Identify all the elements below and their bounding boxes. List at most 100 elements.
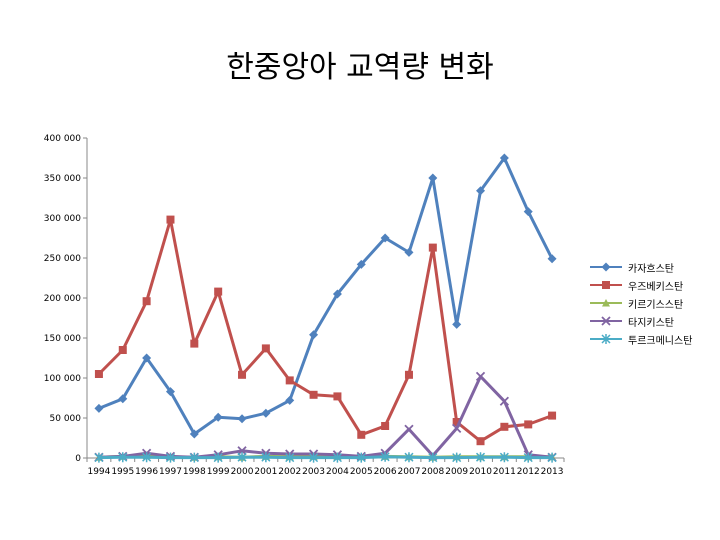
series-line (97, 218, 553, 443)
x-tick-label: 2001 (254, 467, 277, 477)
legend-item: 타지키스탄 (588, 312, 720, 330)
data-point (309, 330, 319, 340)
x-tick-label: 2003 (302, 467, 325, 477)
series-1 (94, 153, 557, 439)
y-tick-label: 50 000 (50, 414, 82, 424)
data-point (165, 387, 175, 397)
x-tick-label: 2006 (374, 467, 397, 477)
legend-label: 타지키스탄 (628, 317, 674, 329)
data-point (499, 452, 509, 463)
legend-swatch (590, 262, 622, 272)
x-tick-label: 2008 (421, 467, 444, 477)
data-point (142, 452, 152, 463)
x-tick-label: 1996 (135, 467, 158, 477)
data-point (237, 452, 247, 463)
x-tick-label: 1994 (87, 467, 110, 477)
data-point (547, 254, 557, 264)
data-point (499, 153, 509, 163)
x-tick-label: 2010 (469, 467, 492, 477)
y-tick-label: 250 000 (44, 254, 81, 264)
data-point (94, 403, 104, 413)
data-point (380, 233, 390, 243)
chart-title: 한중앙아 교역량 변화 (226, 50, 494, 85)
series-layer (94, 153, 557, 463)
data-point (189, 452, 199, 463)
x-tick-label: 2013 (541, 467, 564, 477)
series-4 (94, 371, 557, 462)
data-point (261, 344, 270, 353)
y-tick-label: 200 000 (44, 294, 81, 304)
data-point (475, 371, 486, 382)
data-point (547, 452, 557, 463)
data-point (381, 422, 390, 430)
data-point (142, 353, 152, 363)
data-point (523, 207, 533, 217)
data-point (601, 316, 611, 326)
y-tick-label: 100 000 (44, 374, 81, 384)
legend-swatch (590, 281, 622, 289)
data-point (214, 287, 223, 296)
x-tick-label: 1997 (159, 467, 182, 477)
series-2 (94, 215, 557, 446)
data-point (189, 429, 199, 439)
data-point (602, 299, 610, 307)
data-point (332, 452, 342, 463)
data-point (601, 262, 611, 272)
data-point (237, 446, 247, 456)
data-point (309, 390, 318, 399)
x-tick-label: 2000 (231, 467, 254, 477)
data-point (357, 430, 366, 439)
x-tick-label: 1995 (111, 467, 134, 477)
data-point (309, 452, 319, 463)
data-point (428, 173, 438, 183)
y-tick-label: 350 000 (44, 174, 81, 184)
y-tick-label: 300 000 (44, 214, 81, 224)
data-point (499, 396, 510, 406)
data-point (94, 452, 104, 463)
x-tick-label: 2004 (326, 467, 349, 477)
data-point (601, 334, 611, 344)
data-point (475, 452, 486, 463)
data-point (261, 408, 271, 418)
data-point (548, 411, 557, 420)
data-point (190, 339, 199, 348)
data-point (404, 370, 413, 379)
data-point (428, 452, 438, 463)
x-tick-label: 2007 (398, 467, 421, 477)
x-tick-label: 1999 (207, 467, 230, 477)
data-point (356, 452, 366, 463)
data-point (238, 370, 247, 379)
data-point (404, 424, 414, 434)
data-point (118, 394, 128, 404)
data-point (213, 412, 223, 422)
x-tick-label: 2012 (517, 467, 540, 477)
legend-item: 키르기스스탄 (588, 294, 720, 312)
legend-item: 우즈베키스탄 (588, 276, 720, 294)
legend-swatch (590, 334, 622, 344)
chart-legend: 카자흐스탄 우즈베키스탄 키르기스스탄 타지키스탄 투르크메니스탄 (588, 258, 720, 348)
data-point (166, 215, 175, 224)
y-tick-label: 150 000 (44, 334, 81, 344)
data-point (261, 452, 271, 463)
data-point (602, 281, 610, 289)
data-point (285, 452, 295, 463)
data-point (523, 452, 533, 463)
data-point (285, 376, 294, 385)
data-point (452, 319, 462, 329)
data-point (476, 437, 485, 446)
data-point (333, 392, 342, 401)
x-tick-label: 2002 (278, 467, 301, 477)
legend-item: 투르크메니스탄 (588, 330, 720, 348)
data-point (237, 414, 247, 424)
x-tick-label: 2005 (350, 467, 373, 477)
series-5 (94, 451, 557, 463)
series-line (98, 156, 554, 436)
y-tick-label: 0 (75, 454, 81, 464)
data-point (500, 422, 509, 431)
x-tick-label: 2009 (445, 467, 468, 477)
data-point (404, 452, 414, 463)
data-point (428, 243, 437, 252)
data-point (285, 395, 295, 405)
legend-swatch (590, 299, 622, 307)
data-point (452, 423, 462, 434)
